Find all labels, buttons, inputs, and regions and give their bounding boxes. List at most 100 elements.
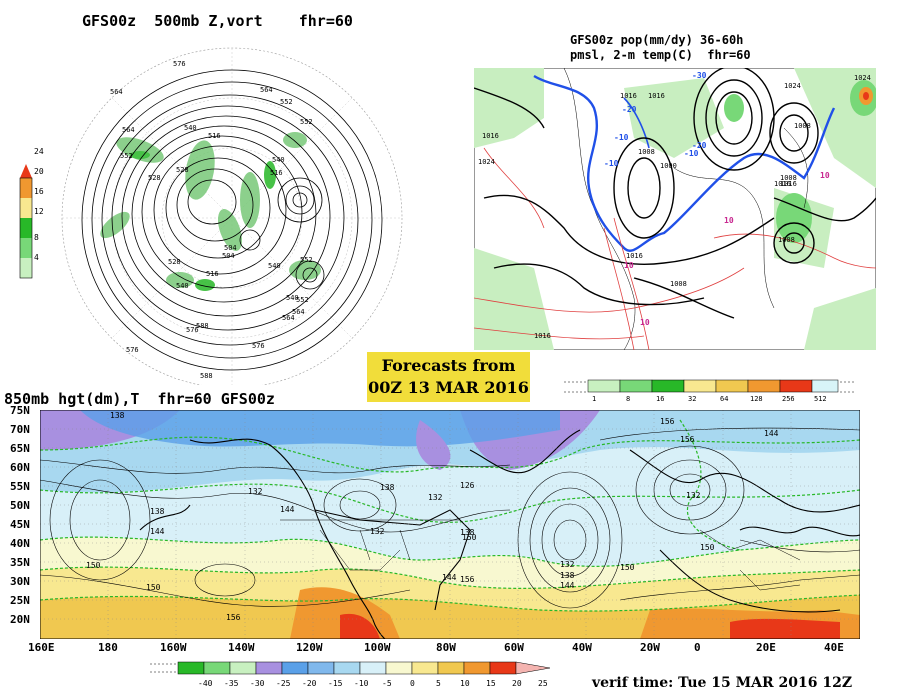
lon-axis: 160E 180 160W 140W 120W 100W 80W 60W 40W… bbox=[0, 641, 900, 657]
lat-label: 75N bbox=[10, 404, 30, 417]
lat-label: 50N bbox=[10, 499, 30, 512]
vort-tick: 12 bbox=[34, 207, 44, 216]
temp-tick: 10 bbox=[460, 679, 470, 688]
banner-line2: 00Z 13 MAR 2016 bbox=[368, 378, 529, 397]
temp-tick: -30 bbox=[250, 679, 265, 688]
contour-label: 552 bbox=[300, 256, 313, 264]
temp-label: -30 bbox=[692, 71, 707, 80]
vort-tick: 4 bbox=[34, 253, 39, 262]
isobar-label: 1016 bbox=[626, 252, 643, 260]
contour-label-850: 144 bbox=[442, 573, 457, 582]
panel-pop-title-line1: GFS00z pop(mm/dy) 36-60h bbox=[570, 33, 744, 47]
contour-label-850: 138 bbox=[110, 411, 125, 420]
contour-label: 552 bbox=[280, 98, 293, 106]
precip-tick: 128 bbox=[750, 395, 763, 403]
panel-500mb-map: 24 20 16 12 8 4 bbox=[19, 47, 403, 385]
contour-label-850: 138 bbox=[380, 483, 395, 492]
temp-label: -20 bbox=[692, 141, 707, 150]
contour-label-850: 132 bbox=[686, 491, 701, 500]
contour-label: 564 bbox=[110, 88, 123, 96]
temp-label: -10 bbox=[684, 149, 699, 158]
isobar-label: 1016 bbox=[648, 92, 665, 100]
contour-label-850: 156 bbox=[660, 417, 675, 426]
isobar-label: 1024 bbox=[784, 82, 801, 90]
panel-850mb-title: 850mb hgt(dm),T fhr=60 GFS00z bbox=[4, 390, 275, 408]
contour-label: 576 bbox=[186, 326, 199, 334]
isobar-label: 1016 bbox=[620, 92, 637, 100]
panel-500mb-title: GFS00z 500mb Z,vort fhr=60 bbox=[82, 12, 353, 30]
contour-labels-850: 138 144 150 156 132 138 144 150 156 126 … bbox=[86, 411, 779, 622]
contour-label-850: 144 bbox=[150, 527, 165, 536]
contour-label: 516 bbox=[206, 270, 219, 278]
contour-label: 576 bbox=[126, 346, 139, 354]
height-contours-850 bbox=[40, 427, 860, 609]
isobar-label: 1016 bbox=[534, 332, 551, 340]
forecast-banner: Forecasts from 00Z 13 MAR 2016 bbox=[367, 352, 530, 402]
temp-tick: 25 bbox=[538, 679, 548, 688]
isobar-labels: 1016 1024 1008 1000 1016 1008 1016 1024 … bbox=[478, 74, 871, 340]
isobar-label: 1008 bbox=[638, 148, 655, 156]
lon-label: 120W bbox=[296, 641, 323, 654]
lat-label: 45N bbox=[10, 518, 30, 531]
lat-label: 60N bbox=[10, 461, 30, 474]
temp-tick: -40 bbox=[198, 679, 213, 688]
contour-label-850: 156 bbox=[226, 613, 241, 622]
contour-label-850: 150 bbox=[462, 533, 477, 542]
lon-label: 160W bbox=[160, 641, 187, 654]
lat-label: 70N bbox=[10, 423, 30, 436]
temp-labels: -20 -10 -10 -20 -30 10 10 10 10 -10 bbox=[604, 71, 830, 327]
contour-label: 540 bbox=[176, 282, 189, 290]
vort-tick: 24 bbox=[34, 147, 44, 156]
temp-tick: -25 bbox=[276, 679, 291, 688]
contour-label-850: 144 bbox=[280, 505, 295, 514]
temp-tick: -35 bbox=[224, 679, 239, 688]
contour-label: 528 bbox=[148, 174, 161, 182]
temp-tick: -10 bbox=[354, 679, 369, 688]
precip-colorbar: 1 8 16 32 64 128 256 512 bbox=[564, 379, 854, 403]
contour-label: 576 bbox=[252, 342, 265, 350]
contour-label: 528 bbox=[168, 258, 181, 266]
temp-label: -10 bbox=[614, 133, 629, 142]
grid-850 bbox=[40, 410, 860, 639]
contour-label: 540 bbox=[184, 124, 197, 132]
temp-label: 10 bbox=[820, 171, 830, 180]
contour-label: 540 bbox=[268, 262, 281, 270]
lat-label: 65N bbox=[10, 442, 30, 455]
contour-label: 528 bbox=[176, 166, 189, 174]
isobar-label: 1024 bbox=[478, 158, 495, 166]
panel-pop-title-line2: pmsl, 2-m temp(C) fhr=60 bbox=[570, 48, 751, 62]
contour-label: 540 bbox=[272, 156, 285, 164]
temp-tick: -20 bbox=[302, 679, 317, 688]
isobar-label: 1008 bbox=[794, 122, 811, 130]
contour-label: 564 bbox=[260, 86, 273, 94]
contour-label-850: 150 bbox=[700, 543, 715, 552]
lat-axis: 75N 70N 65N 60N 55N 50N 45N 40N 35N 30N … bbox=[0, 404, 40, 644]
vort-colorbar: 24 20 16 12 8 4 bbox=[19, 147, 44, 279]
contour-label-850: 150 bbox=[146, 583, 161, 592]
height-contours bbox=[81, 69, 383, 371]
isobar-label: 1000 bbox=[660, 162, 677, 170]
lon-label: 60W bbox=[504, 641, 524, 654]
lat-label: 30N bbox=[10, 575, 30, 588]
temp-tick: 5 bbox=[436, 679, 441, 688]
lon-label: 160E bbox=[28, 641, 55, 654]
lon-label: 40E bbox=[824, 641, 844, 654]
contour-label: 552 bbox=[120, 152, 133, 160]
contour-label: 588 bbox=[200, 372, 213, 380]
vort-shading bbox=[100, 132, 321, 291]
vort-tick: 16 bbox=[34, 187, 44, 196]
contour-label-850: 132 bbox=[560, 560, 575, 569]
temp-lines bbox=[474, 147, 876, 350]
isobar-label: 1016 bbox=[482, 132, 499, 140]
verif-time: verif time: Tue 15 MAR 2016 12Z bbox=[592, 675, 853, 691]
panel-pop-map: 1016 1024 1008 1000 1016 1008 1016 1024 … bbox=[474, 68, 876, 350]
lon-label: 0 bbox=[694, 641, 701, 654]
contour-label: 552 bbox=[300, 118, 313, 126]
contour-label: 564 bbox=[282, 314, 295, 322]
contour-label-850: 144 bbox=[764, 429, 779, 438]
contour-label: 516 bbox=[270, 169, 283, 177]
precip-tick: 64 bbox=[720, 395, 728, 403]
precip-tick: 512 bbox=[814, 395, 827, 403]
lat-label: 20N bbox=[10, 613, 30, 626]
banner-line1: Forecasts from bbox=[381, 356, 516, 375]
